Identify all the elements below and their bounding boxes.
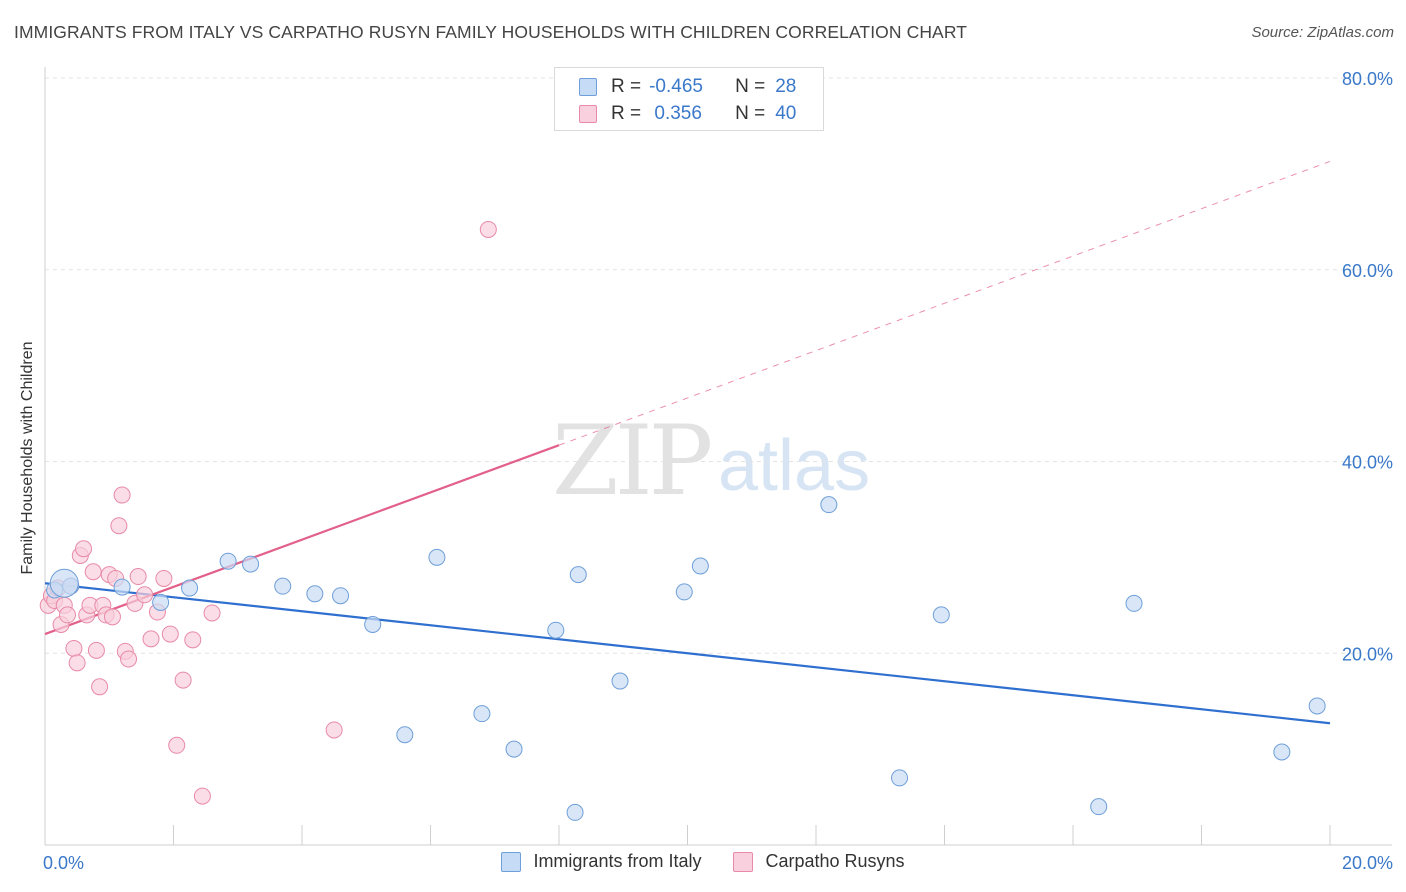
legend-item-italy[interactable]: Immigrants from Italy — [501, 851, 701, 872]
point-italy — [1273, 743, 1291, 761]
y-tick-label: 80.0% — [1342, 69, 1393, 89]
legend-r-label: R = — [611, 76, 642, 97]
legend-swatch-italy — [579, 78, 597, 96]
trendline-rusyns-extension — [558, 160, 1331, 446]
point-rusyn — [161, 625, 179, 643]
point-italy — [113, 578, 131, 596]
point-rusyn — [68, 654, 86, 672]
point-italy — [932, 606, 950, 624]
point-italy — [547, 621, 565, 639]
point-italy — [1308, 697, 1326, 715]
trendline-rusyns — [44, 444, 560, 636]
point-italy — [242, 555, 260, 573]
x-tick-label: 20.0% — [1342, 853, 1393, 873]
point-italy — [675, 583, 693, 601]
trendline-italy — [44, 582, 1331, 725]
point-rusyn — [129, 568, 147, 586]
legend-n-label: N = — [735, 76, 766, 97]
tick-labels: 20.0% 40.0% 60.0% 80.0% 0.0% 20.0% — [43, 69, 1393, 873]
point-italy — [820, 496, 838, 514]
legend-swatch-rusyns — [579, 105, 597, 123]
axes — [44, 67, 1392, 846]
legend-r-value: 0.356 — [649, 103, 702, 124]
x-tick-label: 0.0% — [43, 853, 84, 873]
point-italy — [611, 672, 629, 690]
point-rusyn — [103, 608, 121, 626]
point-italy — [152, 593, 170, 611]
point-rusyn — [120, 650, 138, 668]
point-italy — [1125, 594, 1143, 612]
point-italy — [473, 705, 491, 723]
point-rusyn — [193, 787, 211, 805]
legend-swatch-rusyns — [733, 851, 754, 872]
series-immigrants-from-italy — [46, 496, 1326, 821]
point-italy — [569, 566, 587, 584]
point-italy-large — [49, 568, 79, 598]
legend-label-rusyns: Carpatho Rusyns — [765, 851, 905, 871]
point-rusyn — [203, 604, 221, 622]
point-rusyn — [110, 517, 128, 535]
legend-n-label: N = — [735, 103, 766, 124]
y-tick-label: 20.0% — [1342, 644, 1393, 664]
point-rusyn — [136, 586, 154, 604]
point-rusyn — [75, 540, 93, 558]
chart-title: IMMIGRANTS FROM ITALY VS CARPATHO RUSYN … — [14, 22, 968, 42]
legend-swatch-italy — [501, 851, 522, 872]
point-italy — [219, 552, 237, 570]
legend-r-label: R = — [611, 103, 642, 124]
point-rusyn — [174, 671, 192, 689]
series-carpatho-rusyns — [39, 220, 497, 805]
y-tick-label: 40.0% — [1342, 453, 1393, 473]
point-rusyn — [65, 639, 83, 657]
point-italy — [181, 579, 199, 597]
point-italy — [691, 557, 709, 575]
trendlines — [44, 160, 1331, 725]
point-italy — [428, 548, 446, 566]
point-rusyn — [84, 563, 102, 581]
series-legend: Immigrants from Italy Carpatho Rusyns — [0, 851, 1406, 872]
point-rusyn — [113, 486, 131, 504]
legend-label-italy: Immigrants from Italy — [533, 851, 702, 871]
point-rusyn — [91, 678, 109, 696]
point-italy — [364, 615, 382, 633]
point-italy — [1090, 798, 1108, 816]
point-rusyn — [479, 220, 497, 238]
point-rusyn — [325, 721, 343, 739]
y-tick-label: 60.0% — [1342, 261, 1393, 281]
point-rusyn — [155, 569, 173, 587]
correlation-legend: R = -0.465 N = 28 R = 0.356 N = 40 — [554, 67, 824, 131]
legend-row-italy: R = -0.465 N = 28 — [579, 75, 796, 99]
legend-row-rusyns: R = 0.356 N = 40 — [579, 102, 796, 126]
watermark-atlas: atlas — [718, 426, 871, 506]
legend-n-value: 40 — [775, 103, 797, 124]
point-italy — [396, 726, 414, 744]
point-italy — [505, 740, 523, 758]
source-label: Source: ZipAtlas.com — [1251, 24, 1394, 41]
point-rusyn — [184, 631, 202, 649]
point-italy — [306, 585, 324, 603]
point-rusyn — [168, 736, 186, 754]
legend-n-value: 28 — [775, 76, 797, 97]
point-italy — [274, 577, 292, 595]
point-italy — [891, 769, 909, 787]
point-rusyn — [87, 641, 105, 659]
point-rusyn — [142, 630, 160, 648]
legend-item-rusyns[interactable]: Carpatho Rusyns — [733, 851, 905, 872]
point-rusyn — [58, 606, 76, 624]
point-italy — [566, 803, 584, 821]
legend-r-value: -0.465 — [649, 76, 703, 97]
point-italy — [332, 587, 350, 605]
